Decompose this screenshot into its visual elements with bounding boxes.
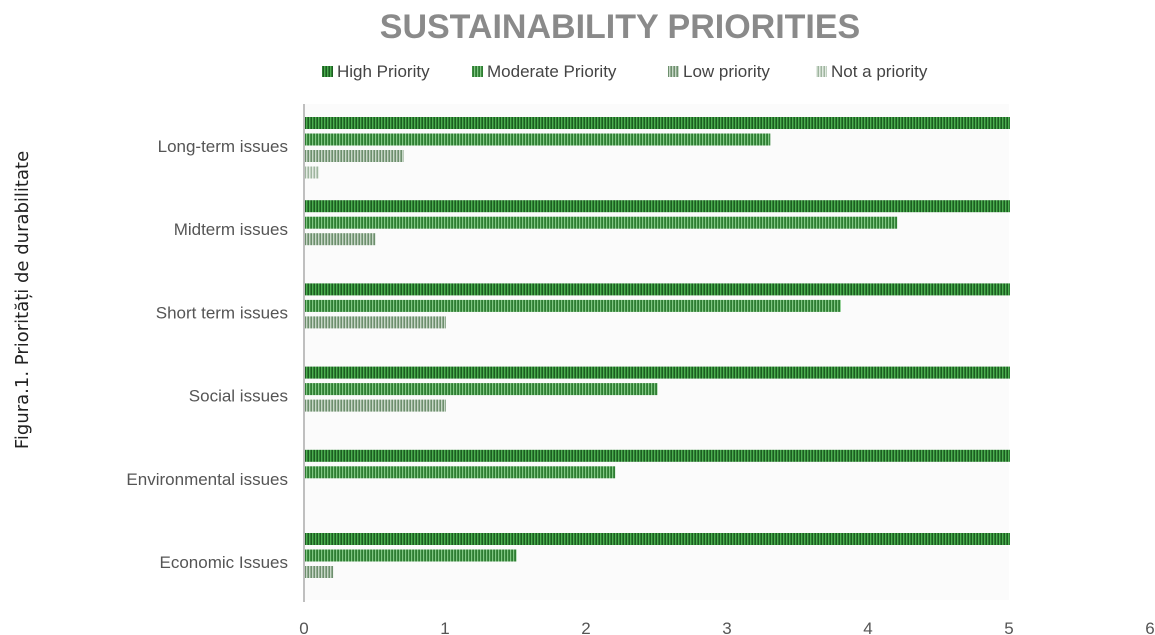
bar-midterm-issues-low-priority [305,233,376,246]
bar-long-term-issues-high-priority [305,117,1010,129]
legend-label-not-a-priority: Not a priority [831,62,928,81]
category-label-environmental-issues: Environmental issues [126,470,288,489]
bar-midterm-issues-moderate-priority [305,216,898,229]
bar-short-term-issues-moderate-priority [305,299,841,312]
legend-swatch-not-a-priority [816,66,827,77]
category-labels: Long-term issues Midterm issues Short term… [126,137,288,572]
bar-social-issues-moderate-priority [305,383,658,396]
legend-label-moderate-priority: Moderate Priority [487,62,617,81]
category-label-social-issues: Social issues [189,387,288,406]
bar-economic-issues-low-priority [305,566,334,578]
x-tick-label: 5 [1004,619,1013,635]
bar-short-term-issues-high-priority [305,283,1010,296]
bar-environmental-issues-high-priority [305,449,1010,462]
bar-long-term-issues-low-priority [305,150,404,162]
bar-midterm-issues-high-priority [305,200,1010,213]
x-tick-label: 3 [722,619,731,635]
category-label-long-term-issues: Long-term issues [158,137,288,156]
bar-short-term-issues-low-priority [305,316,446,329]
bar-economic-issues-moderate-priority [305,549,517,562]
category-label-economic-issues: Economic Issues [160,553,289,572]
bars [305,117,1010,578]
legend: High Priority Moderate Priority Low priori… [322,62,928,81]
side-caption: Figura.1. Priorități de durabilitate [12,151,33,449]
legend-label-low-priority: Low priority [683,62,770,81]
x-axis-ticks: 0 1 2 3 4 5 6 [299,619,1154,635]
x-tick-label: 2 [581,619,590,635]
bar-long-term-issues-not-a-priority [305,166,320,179]
chart-title: SUSTAINABILITY PRIORITIES [380,8,860,46]
legend-label-high-priority: High Priority [337,62,430,81]
bar-long-term-issues-moderate-priority [305,133,771,146]
x-tick-label: 0 [299,619,308,635]
bar-economic-issues-high-priority [305,533,1010,545]
bar-social-issues-low-priority [305,399,446,412]
legend-swatch-high-priority [322,66,333,77]
bar-social-issues-high-priority [305,366,1010,379]
x-tick-label: 1 [440,619,449,635]
legend-swatch-low-priority [668,66,679,77]
legend-swatch-moderate-priority [472,66,483,77]
plot-area [304,104,1009,600]
x-tick-label: 6 [1145,619,1154,635]
x-tick-label: 4 [863,619,872,635]
bar-environmental-issues-moderate-priority [305,466,616,479]
category-label-short-term-issues: Short term issues [156,303,288,322]
category-label-midterm-issues: Midterm issues [174,220,288,239]
